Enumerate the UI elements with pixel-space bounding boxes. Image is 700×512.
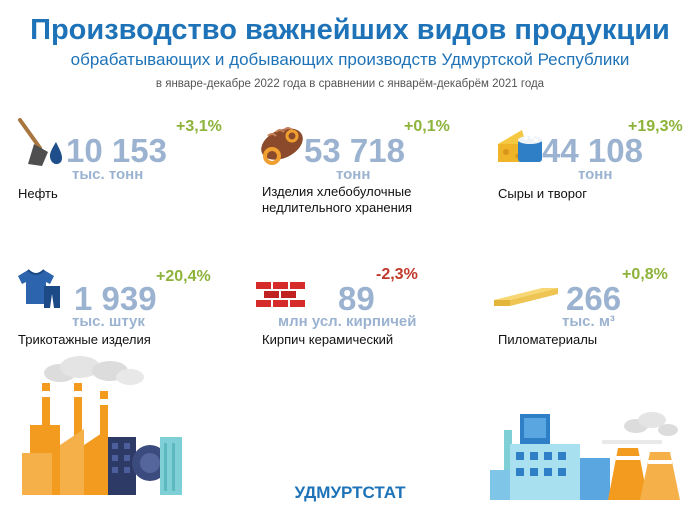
change-knitwear: +20,4% <box>156 268 211 285</box>
bread-icon <box>261 127 303 165</box>
unit-cheese: тонн <box>578 166 613 183</box>
factory-illustration-right <box>490 412 680 500</box>
value-oil: 10 153 <box>66 132 167 169</box>
footer-org: УДМУРТСТАТ <box>294 483 406 502</box>
name-lumber: Пиломатериалы <box>498 332 598 347</box>
knitwear-icon <box>18 269 60 308</box>
change-lumber: +0,8% <box>622 266 668 283</box>
page-subtitle: обрабатывающих и добывающих производств … <box>70 50 630 69</box>
value-lumber: 266 <box>566 280 622 317</box>
oil-icon <box>18 118 62 166</box>
cheese-icon <box>498 130 542 162</box>
value-knitwear: 1 939 <box>74 280 157 317</box>
factory-illustration-left <box>22 356 182 495</box>
unit-brick: млн усл. кирпичей <box>278 313 417 330</box>
unit-bread: тонн <box>336 166 371 183</box>
lumber-icon <box>494 288 558 306</box>
unit-oil: тыс. тонн <box>72 166 144 183</box>
name-oil: Нефть <box>18 186 58 201</box>
name-brick: Кирпич керамический <box>262 332 394 347</box>
page-title: Производство важнейших видов продукции <box>30 14 670 46</box>
unit-knitwear: тыс. штук <box>72 313 145 330</box>
change-bread: +0,1% <box>404 118 450 135</box>
name-bread: Изделия хлебобулочные недлительного хран… <box>262 184 413 215</box>
value-bread: 53 718 <box>304 132 405 169</box>
name-cheese: Сыры и творог <box>498 186 587 201</box>
value-brick: 89 <box>338 280 375 317</box>
change-cheese: +19,3% <box>628 118 683 135</box>
brick-icon <box>256 282 305 307</box>
name-knitwear: Трикотажные изделия <box>18 332 151 347</box>
value-cheese: 44 108 <box>542 132 643 169</box>
period-note: в январе-декабре 2022 года в сравнении с… <box>155 78 545 90</box>
change-brick: -2,3% <box>376 266 418 283</box>
unit-lumber: тыс. м³ <box>562 313 615 330</box>
change-oil: +3,1% <box>176 118 222 135</box>
